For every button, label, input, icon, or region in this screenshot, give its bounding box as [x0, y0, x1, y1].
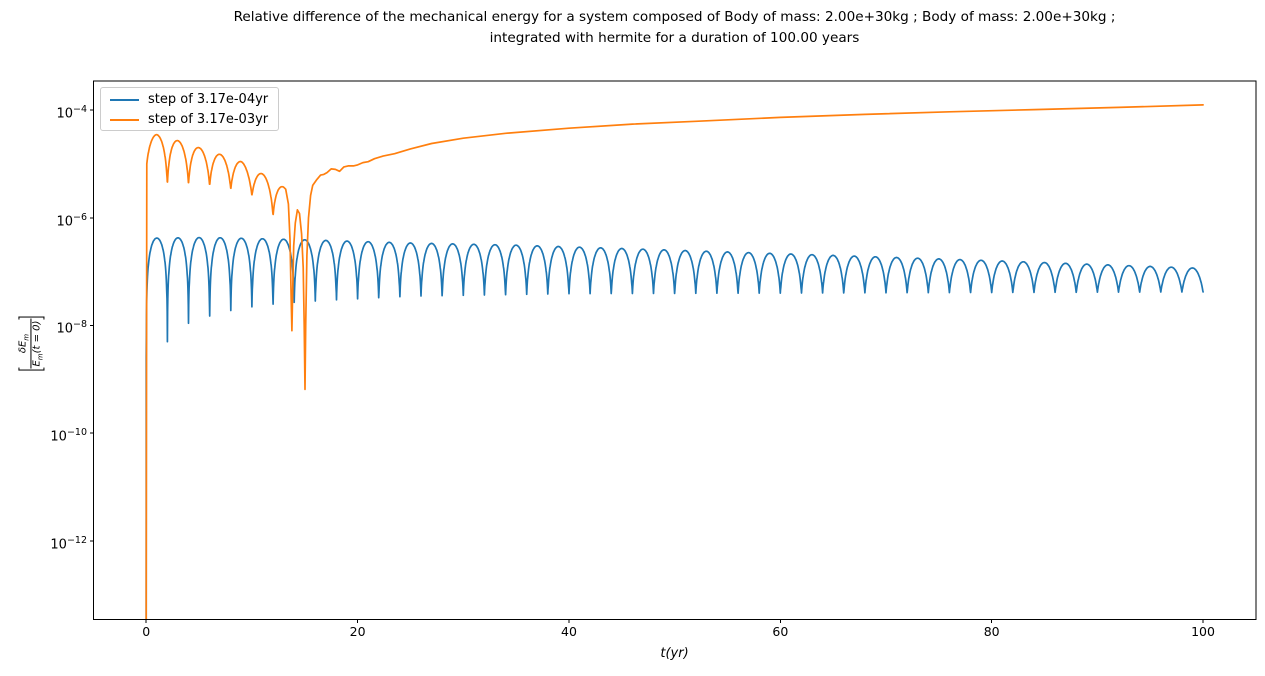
- legend-item: step of 3.17e-03yr: [101, 110, 278, 130]
- x-axis-label: t(yr): [660, 646, 689, 661]
- series-group: [145, 104, 1204, 621]
- y-tick-label: 10−8: [56, 319, 87, 337]
- y-tick-label: 10−10: [50, 427, 87, 445]
- legend-item-label: step of 3.17e-04yr: [148, 92, 269, 107]
- absolute-value-bar: [18, 369, 45, 371]
- x-tick-label: 60: [772, 624, 789, 639]
- x-tick-label: 0: [142, 624, 151, 639]
- series-line-1: [145, 104, 1204, 621]
- x-tick-label: 40: [561, 624, 577, 639]
- series-line-0: [145, 236, 1204, 621]
- tick-marks: [89, 109, 1204, 623]
- y-tick-label: 10−12: [50, 534, 87, 553]
- ylabel-numerator: δEm: [17, 319, 32, 369]
- chart-title: Relative difference of the mechanical en…: [233, 9, 1116, 46]
- ylabel-fraction: δEm Em(t = 0): [17, 319, 45, 369]
- ylabel-denominator: Em(t = 0): [31, 321, 45, 367]
- x-tick-label: 80: [983, 624, 1000, 639]
- y-axis-label: δEm Em(t = 0): [13, 306, 49, 382]
- x-tick-label: 100: [1191, 624, 1215, 639]
- axes-frame: [92, 80, 1257, 620]
- y-tick-label: 10−6: [56, 211, 87, 230]
- legend: step of 3.17e-04yr step of 3.17e-03yr: [100, 87, 279, 131]
- legend-item-label: step of 3.17e-03yr: [148, 112, 269, 127]
- legend-line-sample: [110, 118, 139, 122]
- x-tick-label: 20: [349, 624, 366, 639]
- legend-line-sample: [110, 98, 139, 102]
- legend-item: step of 3.17e-04yr: [101, 90, 278, 110]
- y-tick-label: 10−4: [56, 104, 87, 122]
